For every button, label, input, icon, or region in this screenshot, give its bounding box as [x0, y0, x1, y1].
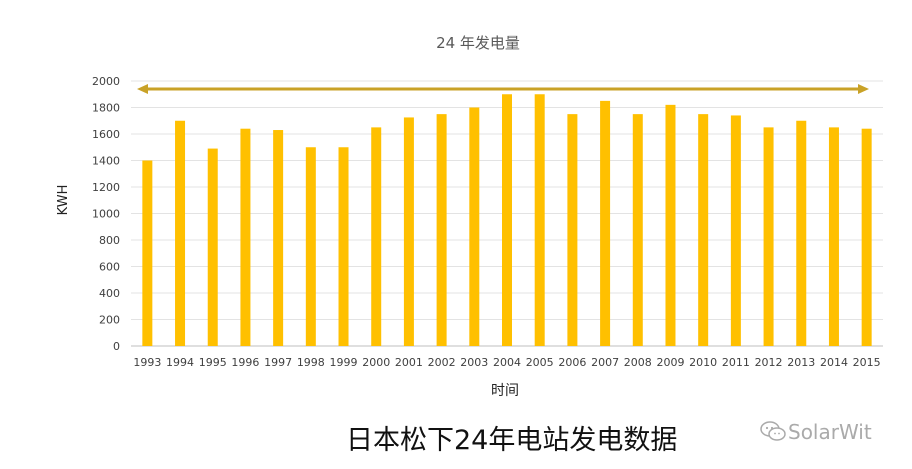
x-tick-label: 2004 [493, 356, 521, 369]
bar-2001 [403, 117, 414, 346]
x-axis-label: 时间 [491, 383, 519, 399]
x-tick-label: 1993 [133, 356, 161, 369]
wechat-icon [760, 420, 788, 447]
bar-2007 [600, 100, 611, 346]
x-tick-label: 2015 [853, 356, 881, 369]
x-tick-label: 2010 [689, 356, 717, 369]
x-tick-label: 2007 [591, 356, 619, 369]
bar-2009 [665, 104, 676, 346]
y-tick-label: 1800 [92, 102, 120, 115]
bar-2006 [567, 114, 578, 346]
x-tick-label: 2003 [460, 356, 488, 369]
bar-2004 [502, 94, 512, 346]
bar-2008 [632, 114, 643, 346]
bar-1999 [338, 147, 349, 346]
y-axis-label: KWH [56, 185, 71, 216]
y-tick-label: 1600 [92, 128, 120, 141]
bar-1994 [175, 120, 186, 346]
x-tick-label: 2008 [624, 356, 652, 369]
bar-2002 [436, 114, 447, 346]
bars [142, 94, 872, 346]
watermark-text: SolarWit [788, 420, 872, 444]
x-tick-label: 2012 [755, 356, 783, 369]
bar-2014 [828, 127, 839, 346]
x-tick-label: 2011 [722, 356, 750, 369]
x-tick-label: 2013 [787, 356, 815, 369]
y-tick-label: 0 [113, 340, 120, 353]
bar-2011 [730, 115, 741, 346]
x-tick-label: 2005 [526, 356, 554, 369]
bar-2015 [861, 128, 872, 346]
x-tick-label: 1996 [231, 356, 259, 369]
x-tick-label: 2006 [558, 356, 586, 369]
bar-2012 [763, 127, 774, 346]
bar-1995 [207, 148, 218, 346]
bar-1996 [240, 128, 251, 346]
x-tick-label: 1994 [166, 356, 194, 369]
x-tick-label: 2009 [656, 356, 684, 369]
x-tick-label: 1999 [330, 356, 358, 369]
arrow-head-right [858, 83, 869, 94]
bar-1993 [142, 160, 153, 346]
y-tick-label: 200 [99, 314, 120, 327]
y-tick-label: 1200 [92, 181, 120, 194]
y-axis: 0 200 400 600 800 1000 1200 1400 1600 1800 2000 [92, 75, 120, 353]
bar-1997 [273, 130, 284, 346]
arrow-head-left [137, 83, 148, 94]
y-tick-label: 800 [99, 234, 120, 247]
bar-2000 [371, 127, 382, 346]
x-tick-label: 2001 [395, 356, 423, 369]
y-tick-label: 2000 [92, 75, 120, 88]
y-tick-label: 400 [99, 287, 120, 300]
x-tick-label: 1997 [264, 356, 292, 369]
y-tick-label: 1400 [92, 155, 120, 168]
bar-2003 [469, 107, 480, 346]
x-tick-label: 2000 [362, 356, 390, 369]
y-tick-label: 1000 [92, 208, 120, 221]
chart-title: 24 年发电量 [436, 34, 520, 52]
caption: 日本松下24年电站发电数据 [346, 425, 678, 456]
bar-2013 [796, 120, 807, 346]
x-axis: 1993 1994 1995 1996 1997 1998 1999 2000 2001 2002… [133, 356, 880, 369]
x-tick-label: 1995 [199, 356, 227, 369]
x-tick-label: 1998 [297, 356, 325, 369]
y-tick-label: 600 [99, 261, 120, 274]
range-arrow [137, 83, 869, 94]
bar-1998 [305, 147, 316, 346]
bar-2005 [534, 94, 545, 346]
watermark: SolarWit [760, 420, 872, 447]
bar-2010 [698, 114, 709, 346]
x-tick-label: 2014 [820, 356, 848, 369]
x-tick-label: 2002 [428, 356, 456, 369]
